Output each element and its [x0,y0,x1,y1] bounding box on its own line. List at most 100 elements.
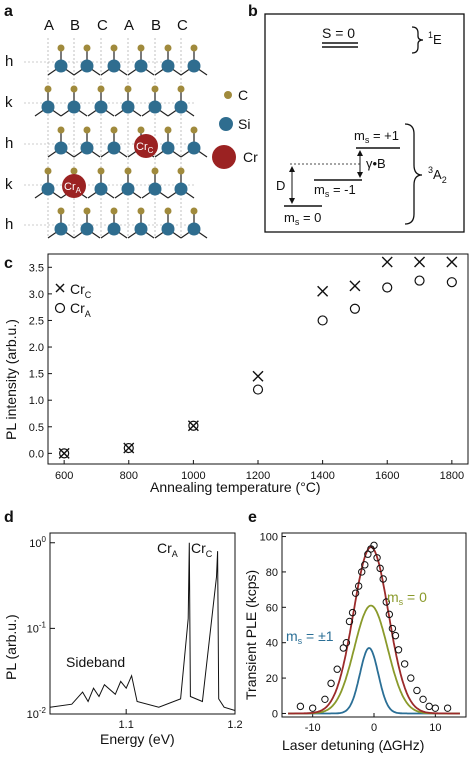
point-cr-a [446,277,457,288]
silicon-atom [80,59,94,73]
fit-curve [288,647,460,715]
y-tick-label: 0.0 [29,448,44,460]
carbon-atom [70,167,78,175]
y-tick-label: 40 [266,638,278,650]
crystal-lattice [24,38,208,239]
data-point [333,665,341,673]
panel-label-a: a [4,3,13,20]
legend-si-label: Si [238,116,250,132]
level-ms-minus1-label: ms = -1 [314,182,356,199]
chart-c-x-ticks: 600 800 1000 1200 1400 1600 1800 [55,460,464,482]
carbon-atom [164,126,172,134]
legend-cr-label: Cr [243,149,258,165]
carbon-atom [190,44,198,52]
y-tick-label: 3.5 [29,262,44,274]
carbon-atom [110,44,118,52]
carbon-atom [44,167,52,175]
carbon-atom [110,207,118,215]
legend-cr-a-label: CrA [70,300,91,319]
data-point [339,644,348,652]
x-tick-label: 600 [55,470,73,482]
data-point [407,674,415,682]
chart-c-xlabel: Annealing temperature (°C) [150,479,321,495]
x-tick-label: 1400 [310,470,334,482]
carbon-atom [177,85,185,93]
panel-label-d: d [4,509,14,526]
y-tick-label: 2.5 [29,315,44,327]
chart-d-peak-cra-label: CrA [157,540,178,559]
chart-c-ylabel: PL intensity (arb.u.) [3,319,19,440]
panel-label-e: e [248,509,257,526]
chart-c-points [58,256,458,459]
chart-e-points [296,541,452,712]
chart-e-ms0-label: ms = 0 [387,589,427,607]
data-point [382,598,390,606]
zfs-label: D [276,178,285,193]
atom-legend: C Si Cr [212,87,258,169]
x-tick-label: 1.1 [119,719,134,731]
singlet-brace [411,26,424,54]
data-point [358,568,366,576]
data-point [327,679,335,688]
y-tick-label: 10-2 [27,706,47,721]
cr-a-label: CrA [64,181,82,195]
y-tick-label: 2.0 [29,342,44,354]
panel-b: S = 0 1E ms = +1 ms = -1 ms = 0 γ•B D 3A… [264,13,465,233]
carbon-atom [124,167,132,175]
silicon-atom [187,59,201,73]
data-point [419,695,427,704]
chart-d-spectrum [49,542,236,711]
silicon-atom [54,222,68,236]
chart-d-peak-crc-label: CrC [191,540,213,559]
silicon-atom [54,141,68,155]
defect-cr-a: CrA [62,174,86,198]
data-point [431,704,440,712]
chart-d-sideband-label: Sideband [66,654,125,670]
chart-e-x-ticks: -10 0 10 [305,713,441,734]
chart-c-y-ticks: 0.0 0.5 1.0 1.5 2.0 2.5 3.0 3.5 [29,262,52,460]
silicon-atom [148,182,162,196]
y-tick-label: 10-1 [27,620,47,635]
col-label-3: C [97,17,108,34]
cr-a-atom [62,174,86,198]
data-point [321,695,329,704]
chart-e-xlabel: Laser detuning (∆GHz) [282,737,424,753]
point-cr-a [123,442,134,454]
y-tick-label: 1.0 [29,395,44,407]
x-tick-label: 800 [120,470,138,482]
silicon-atom [94,100,108,114]
singlet-term: 1E [428,30,442,47]
data-point [342,638,351,647]
data-point [361,561,369,569]
silicon-atom [148,100,162,114]
row-label-1: h [5,53,13,70]
row-labels: h k h k h [5,53,13,233]
silicon-atom [94,182,108,196]
carbon-atom [137,44,145,52]
carbon-atom [57,44,65,52]
chart-d-y-ticks: 10-2 10-1 100 [27,535,55,721]
y-tick-label: 20 [266,673,278,685]
panel-c-chart: 0.0 0.5 1.0 1.5 2.0 2.5 3.0 3.5 600 800 1000 1200 1… [3,253,469,495]
y-tick-label: 100 [29,535,46,550]
silicon-atom [107,141,121,155]
panel-d-chart: 10-2 10-1 100 1.1 1.2 PL (arb.u.) Energy (e… [3,532,243,747]
carbon-atom [57,126,65,134]
zeeman-arrowheads [357,150,363,178]
silicon-atom [54,59,68,73]
point-cr-a [252,384,264,395]
triplet-brace [404,123,423,225]
carbon-atom [110,126,118,134]
data-point [364,550,372,558]
data-point [400,660,409,668]
y-tick-label: 60 [266,602,278,614]
silicon-atom [80,141,94,155]
chart-e-frame [281,532,467,718]
carbon-atom [164,44,172,52]
silicon-atom [187,222,201,236]
data-point [351,589,360,597]
row-label-3: h [5,135,13,152]
panel-e-chart: 0 20 40 60 80 100 -10 0 10 Transient PLE (kcps)… [243,532,467,753]
data-point [345,617,354,626]
x-tick-label: 1600 [375,470,399,482]
